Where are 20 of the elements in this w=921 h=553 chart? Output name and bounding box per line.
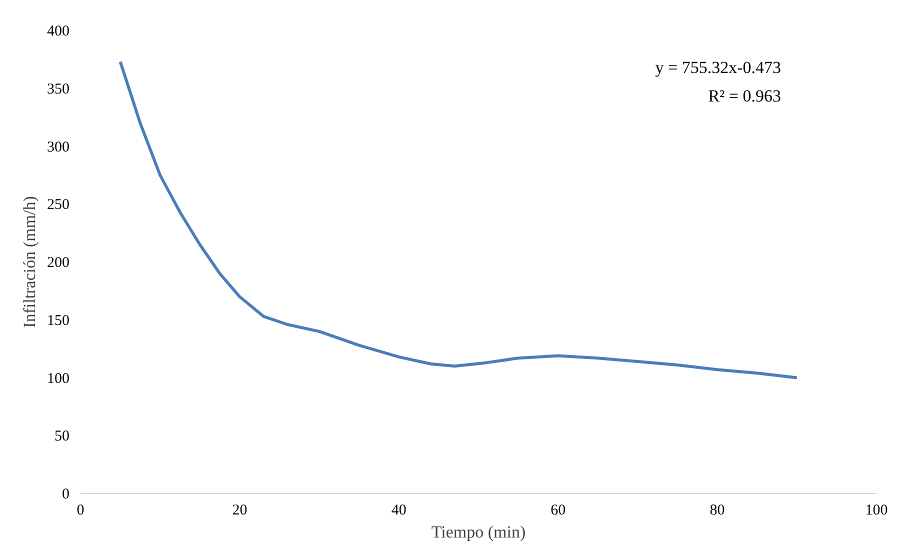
- y-tick-label: 300: [47, 139, 70, 156]
- y-tick-label: 100: [47, 370, 70, 387]
- x-tick-label: 60: [550, 502, 566, 518]
- y-tick-label: 200: [47, 255, 70, 271]
- y-tick-label: 50: [54, 428, 70, 445]
- x-tick-label: 0: [76, 502, 84, 518]
- y-tick-label: 350: [47, 81, 70, 98]
- annotation: R² = 0.963: [708, 86, 781, 106]
- line-series: [118, 60, 798, 380]
- annotation: y = 755.32x-0.473: [655, 58, 781, 77]
- y-tick-label: 400: [47, 24, 70, 40]
- y-tick-label: 250: [47, 197, 70, 214]
- x-tick-label: 80: [710, 502, 725, 518]
- x-tick-label: 20: [232, 502, 248, 518]
- x-tick-label: 100: [865, 502, 888, 518]
- x-tick-label: 40: [391, 502, 406, 518]
- y-axis-title: Infiltración (mm/h): [20, 196, 39, 328]
- y-tick-label: 150: [47, 312, 70, 329]
- x-axis-title: Tiempo (min): [431, 522, 526, 542]
- y-tick-label: 0: [62, 486, 70, 502]
